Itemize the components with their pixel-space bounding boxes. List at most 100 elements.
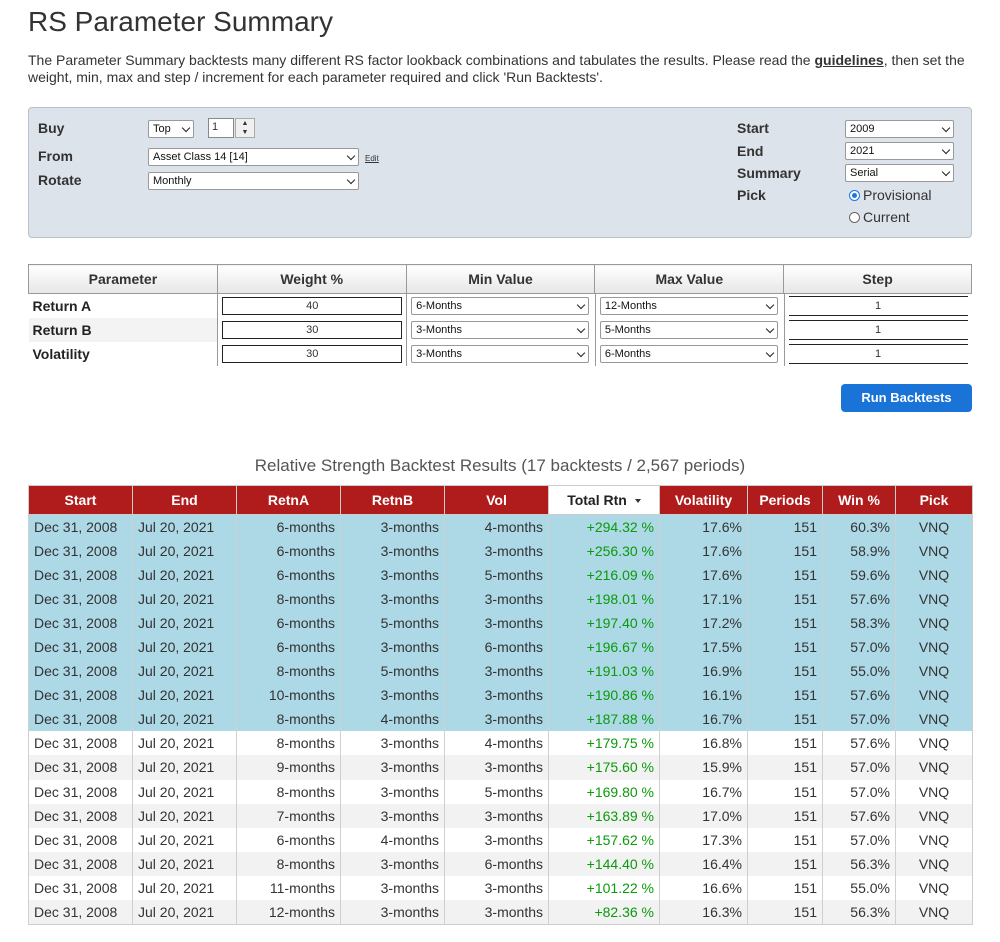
cell-win: 57.0% [822, 634, 896, 660]
cell-end: Jul 20, 2021 [132, 707, 237, 732]
cell-volatility: 16.8% [659, 731, 748, 756]
chevron-down-icon [346, 175, 356, 185]
cell-win: 55.0% [822, 659, 896, 684]
end-label: End [737, 143, 764, 159]
table-row[interactable]: Dec 31, 2008 Jul 20, 2021 7-months 3-months… [28, 803, 973, 828]
cell-win: 59.6% [822, 562, 896, 587]
cell-pick: VNQ [895, 851, 973, 876]
cell-total-rtn: +175.60 % [548, 755, 660, 780]
table-row[interactable]: Dec 31, 2008 Jul 20, 2021 12-months 3-month… [28, 900, 973, 925]
cell-retnb: 3-months [340, 779, 445, 804]
table-row[interactable]: Dec 31, 2008 Jul 20, 2021 6-months 3-months… [28, 514, 973, 539]
cell-end: Jul 20, 2021 [132, 803, 237, 828]
cell-pick: VNQ [895, 707, 973, 732]
col-header-pick[interactable]: Pick [895, 485, 973, 515]
cell-retna: 8-months [236, 731, 341, 756]
edit-link[interactable]: Edit [365, 154, 379, 163]
guidelines-link[interactable]: guidelines [814, 52, 884, 68]
cell-retnb: 3-months [340, 634, 445, 660]
table-row[interactable]: Dec 31, 2008 Jul 20, 2021 6-months 5-months… [28, 610, 973, 635]
table-row[interactable]: Dec 31, 2008 Jul 20, 2021 6-months 3-months… [28, 538, 973, 563]
cell-vol: 6-months [444, 634, 549, 660]
cell-end: Jul 20, 2021 [132, 779, 237, 804]
weight-input[interactable]: 30 [222, 321, 403, 339]
table-row[interactable]: Dec 31, 2008 Jul 20, 2021 8-months 3-months… [28, 779, 973, 804]
start-select[interactable]: 2009 [845, 120, 954, 138]
min-value-select[interactable]: 3-Months [411, 345, 589, 363]
step-input[interactable]: 1 [788, 320, 968, 340]
cell-vol: 4-months [444, 731, 549, 756]
table-row[interactable]: Dec 31, 2008 Jul 20, 2021 8-months 4-months… [28, 707, 973, 732]
cell-win: 57.6% [822, 731, 896, 756]
cell-total-rtn: +101.22 % [548, 875, 660, 900]
col-header-volatility[interactable]: Volatility [659, 485, 748, 515]
end-select[interactable]: 2021 [845, 142, 954, 160]
table-row[interactable]: Dec 31, 2008 Jul 20, 2021 6-months 3-months… [28, 634, 973, 660]
col-header-win[interactable]: Win % [822, 485, 896, 515]
table-row[interactable]: Dec 31, 2008 Jul 20, 2021 6-months 3-months… [28, 562, 973, 587]
chevron-down-icon [576, 348, 586, 358]
start-label: Start [737, 120, 769, 136]
cell-vol: 3-months [444, 875, 549, 900]
table-row[interactable]: Dec 31, 2008 Jul 20, 2021 8-months 5-months… [28, 659, 973, 684]
max-value-select[interactable]: 5-Months [599, 321, 778, 339]
cell-periods: 151 [747, 634, 823, 660]
rotate-label: Rotate [38, 172, 82, 188]
param-name: Return B [28, 318, 218, 342]
param-row-volatility: Volatility 30 3-Months 6-Months 1 [29, 342, 972, 366]
max-value-select[interactable]: 12-Months [599, 297, 778, 315]
col-header-retna[interactable]: RetnA [236, 485, 341, 515]
pick-current-option[interactable]: Current [849, 209, 910, 225]
cell-start: Dec 31, 2008 [28, 803, 133, 828]
cell-start: Dec 31, 2008 [28, 779, 133, 804]
step-input[interactable]: 1 [788, 344, 968, 364]
radio-unchecked-icon[interactable] [849, 211, 860, 223]
cell-retna: 9-months [236, 755, 341, 780]
buy-count-stepper[interactable]: ▲ ▼ [235, 118, 255, 138]
param-row-return-b: Return B 30 3-Months 5-Months 1 [28, 318, 972, 342]
table-row[interactable]: Dec 31, 2008 Jul 20, 2021 6-months 4-months… [28, 827, 973, 852]
cell-retnb: 3-months [340, 803, 445, 828]
param-header-step: Step [783, 264, 972, 294]
table-row[interactable]: Dec 31, 2008 Jul 20, 2021 9-months 3-months… [28, 755, 973, 780]
radio-checked-icon[interactable] [849, 189, 860, 201]
cell-periods: 151 [747, 683, 823, 708]
cell-start: Dec 31, 2008 [28, 731, 133, 756]
table-row[interactable]: Dec 31, 2008 Jul 20, 2021 10-months 3-month… [28, 683, 973, 708]
cell-volatility: 17.6% [659, 514, 748, 539]
col-header-total-rtn[interactable]: Total Rtn [548, 485, 660, 515]
min-value-select[interactable]: 6-Months [411, 297, 589, 315]
run-backtests-button[interactable]: Run Backtests [841, 384, 972, 412]
results-table: Start End RetnA RetnB Vol Total Rtn Vola… [28, 485, 973, 925]
cell-total-rtn: +198.01 % [548, 586, 660, 611]
rotate-select[interactable]: Monthly [148, 172, 359, 190]
buy-mode-select[interactable]: Top [148, 120, 194, 138]
col-header-end[interactable]: End [132, 485, 237, 515]
param-header-weight: Weight % [216, 264, 407, 294]
step-input[interactable]: 1 [788, 296, 968, 316]
buy-count-input[interactable]: 1 [208, 118, 234, 138]
weight-input[interactable]: 40 [222, 297, 403, 315]
max-value-select[interactable]: 6-Months [599, 345, 778, 363]
cell-retnb: 5-months [340, 610, 445, 635]
results-header-row: Start End RetnA RetnB Vol Total Rtn Vola… [28, 485, 973, 515]
weight-input[interactable]: 30 [222, 345, 403, 363]
col-header-retnb[interactable]: RetnB [340, 485, 445, 515]
table-row[interactable]: Dec 31, 2008 Jul 20, 2021 8-months 3-months… [28, 586, 973, 611]
cell-win: 57.0% [822, 755, 896, 780]
cell-end: Jul 20, 2021 [132, 900, 237, 925]
table-row[interactable]: Dec 31, 2008 Jul 20, 2021 8-months 3-months… [28, 851, 973, 876]
min-value-select[interactable]: 3-Months [411, 321, 589, 339]
col-header-start[interactable]: Start [28, 485, 133, 515]
summary-label: Summary [737, 165, 801, 181]
col-header-vol[interactable]: Vol [444, 485, 549, 515]
table-row[interactable]: Dec 31, 2008 Jul 20, 2021 8-months 3-months… [28, 731, 973, 756]
from-select[interactable]: Asset Class 14 [14] [148, 148, 359, 166]
param-header-min: Min Value [405, 264, 596, 294]
table-row[interactable]: Dec 31, 2008 Jul 20, 2021 11-months 3-month… [28, 875, 973, 900]
summary-select[interactable]: Serial [845, 164, 954, 182]
cell-pick: VNQ [895, 779, 973, 804]
cell-vol: 3-months [444, 827, 549, 852]
pick-provisional-option[interactable]: Provisional [849, 187, 931, 203]
col-header-periods[interactable]: Periods [747, 485, 823, 515]
